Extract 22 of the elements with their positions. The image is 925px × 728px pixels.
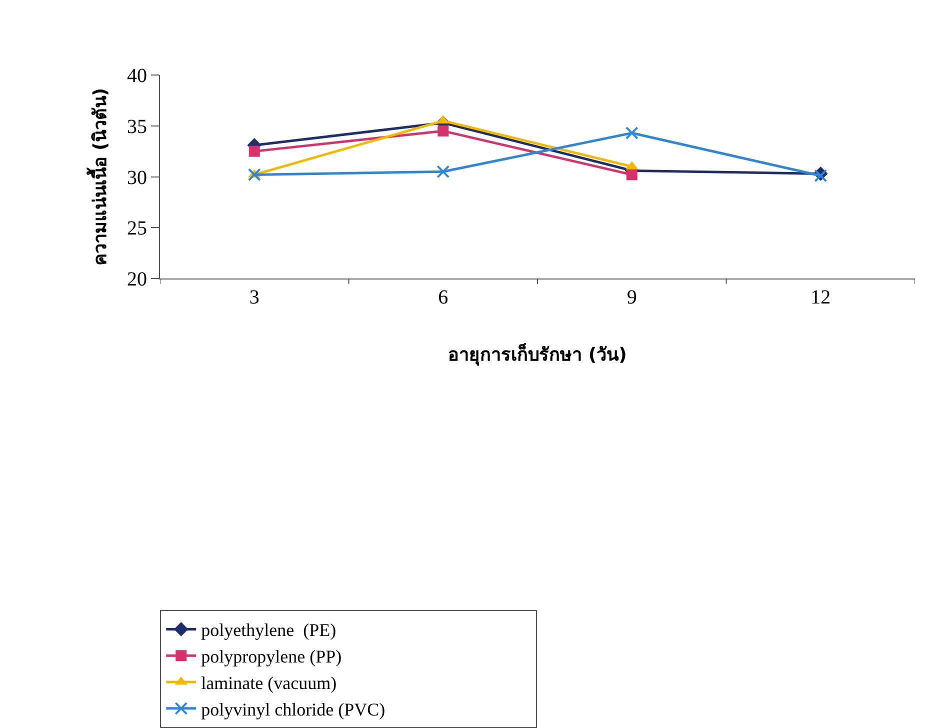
point	[436, 165, 450, 178]
point	[625, 126, 638, 140]
point	[814, 169, 828, 182]
point	[248, 168, 261, 182]
legend-label: laminate (vacuum)	[201, 673, 337, 694]
legend-label: polypropylene (PP)	[201, 646, 342, 667]
y-axis-title: ความแน่นเนื้อ (นิวตัน)	[86, 88, 112, 266]
x-tick-label: 12	[810, 286, 831, 308]
point	[248, 146, 260, 157]
y-tick-label: 25	[127, 218, 147, 240]
y-tick-label: 35	[127, 116, 147, 138]
y-tick-label: 20	[127, 268, 147, 290]
point	[626, 169, 638, 180]
x-tick-label: 9	[626, 286, 637, 308]
legend-label: polyvinyl chloride (PVC)	[201, 699, 386, 720]
x-tick-label: 3	[249, 286, 260, 308]
point	[438, 125, 449, 136]
y-tick-label: 40	[127, 65, 147, 87]
legend-label: polyethylene (PE)	[201, 620, 336, 640]
x-axis-title: อายุการเก็บรักษา (วัน)	[448, 342, 627, 367]
x-tick-label: 6	[438, 286, 448, 308]
y-tick-label: 30	[127, 166, 147, 189]
